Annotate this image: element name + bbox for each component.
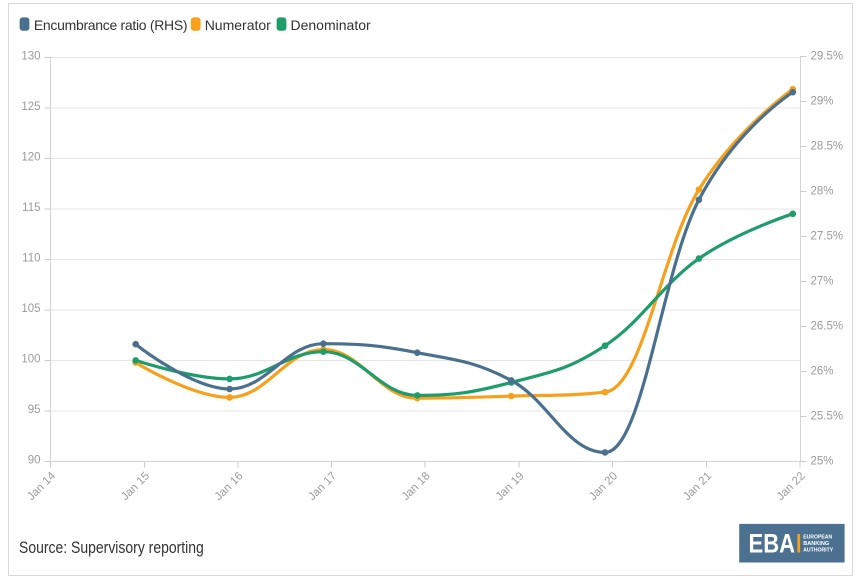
svg-text:25.5%: 25.5% <box>811 411 844 423</box>
svg-text:90: 90 <box>28 455 41 467</box>
svg-text:28.5%: 28.5% <box>811 141 844 153</box>
svg-text:AUTHORITY: AUTHORITY <box>803 548 833 554</box>
svg-text:110: 110 <box>22 253 40 265</box>
svg-text:28%: 28% <box>811 186 834 198</box>
svg-text:105: 105 <box>21 303 40 315</box>
svg-text:25%: 25% <box>811 456 834 468</box>
svg-text:115: 115 <box>22 202 40 214</box>
svg-text:120: 120 <box>21 152 40 164</box>
svg-text:26%: 26% <box>811 366 834 378</box>
svg-text:BANKING: BANKING <box>803 541 829 547</box>
svg-text:130: 130 <box>21 51 40 63</box>
svg-text:Encumbrance ratio (RHS): Encumbrance ratio (RHS) <box>34 17 187 33</box>
svg-text:EBA: EBA <box>749 529 796 559</box>
svg-text:125: 125 <box>21 101 40 113</box>
svg-text:27%: 27% <box>811 276 834 288</box>
svg-text:EUROPEAN: EUROPEAN <box>803 535 832 541</box>
svg-text:27.5%: 27.5% <box>811 231 844 243</box>
svg-text:Source: Supervisory reporting: Source: Supervisory reporting <box>19 539 204 558</box>
svg-text:26.5%: 26.5% <box>811 321 844 333</box>
svg-text:29%: 29% <box>811 96 834 108</box>
svg-text:Denominator: Denominator <box>291 17 371 33</box>
svg-text:100: 100 <box>21 354 40 366</box>
svg-text:Numerator: Numerator <box>205 17 271 33</box>
svg-text:29.5%: 29.5% <box>811 51 844 63</box>
svg-text:95: 95 <box>28 404 41 416</box>
